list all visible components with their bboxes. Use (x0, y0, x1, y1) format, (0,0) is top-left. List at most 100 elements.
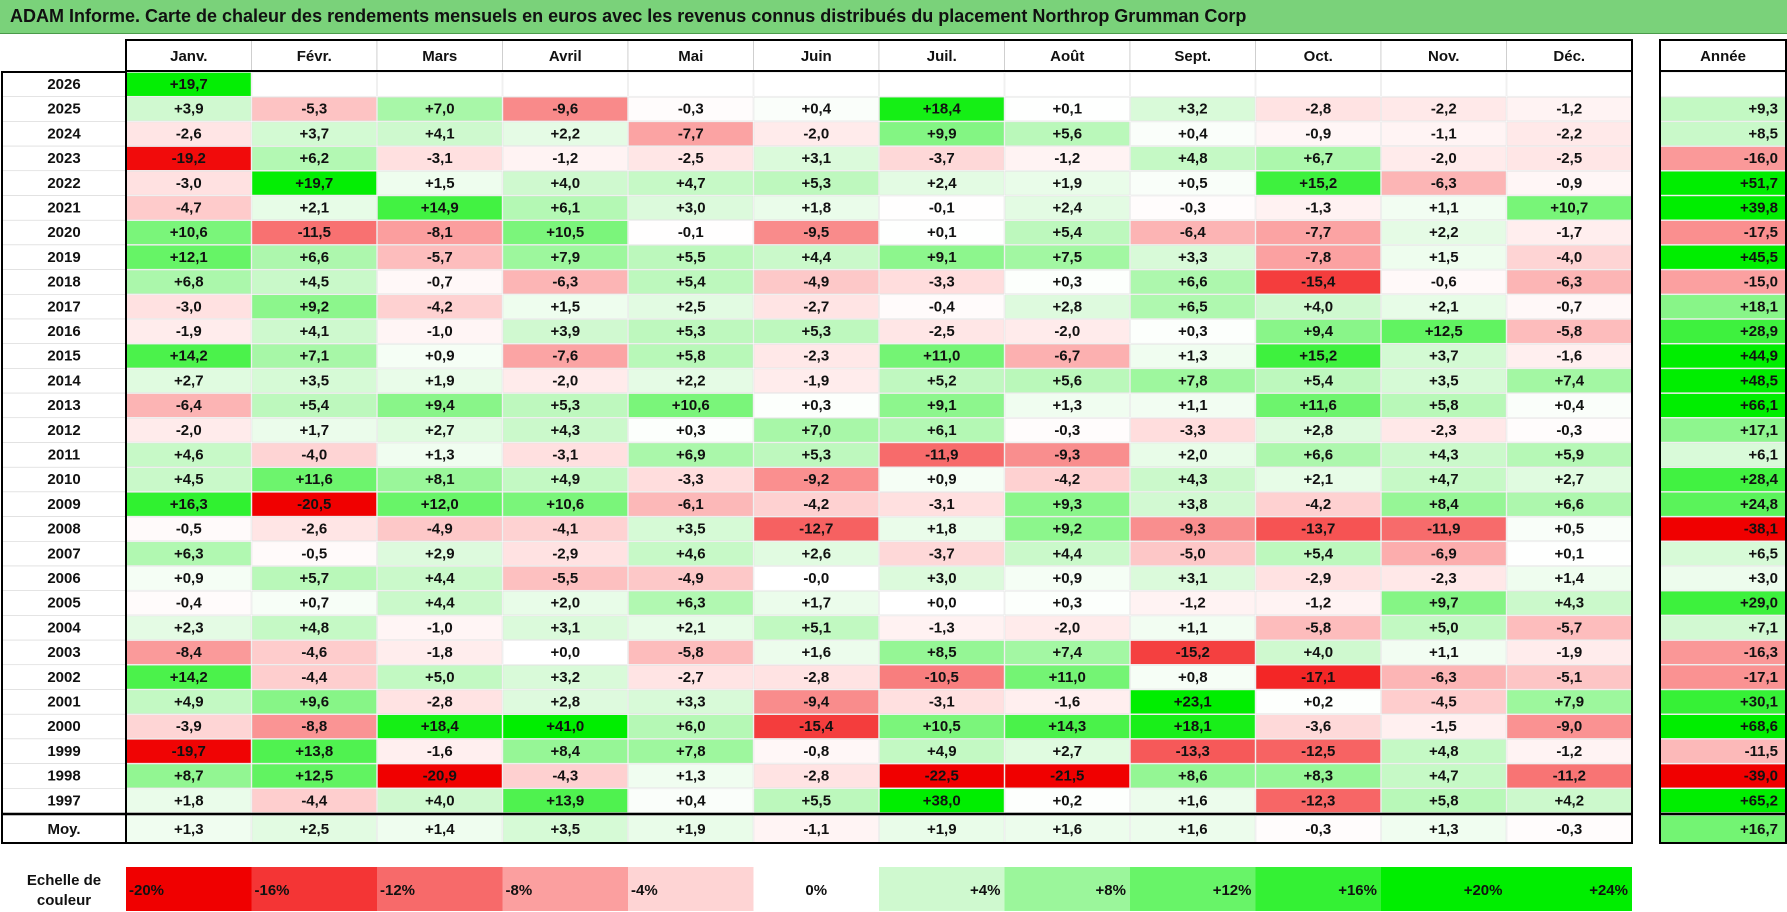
average-cell-value: +1,9 (927, 821, 957, 838)
year-label-cell (1, 71, 127, 97)
heatmap-cell-value: -0,3 (678, 101, 704, 118)
heatmap-cell-value: +12,1 (170, 249, 208, 266)
heatmap-cell-value: -13,7 (1301, 521, 1335, 538)
heatmap-cell-value: +2,7 (1052, 743, 1082, 760)
heatmap-cell (753, 418, 879, 443)
heatmap-cell (753, 72, 879, 97)
average-cell-value: +1,6 (1178, 821, 1208, 838)
heatmap-cell-value: -1,1 (1431, 125, 1457, 142)
heatmap-cell (753, 269, 879, 295)
month-header-cell (1380, 39, 1507, 72)
heatmap-cell-value: -15,2 (1176, 644, 1210, 661)
heatmap-cell-value: +19,7 (295, 175, 333, 192)
heatmap-cell (753, 171, 879, 196)
heatmap-cell (1130, 418, 1256, 443)
heatmap-cell-value: +12,0 (421, 496, 459, 513)
heatmap-cell-value: +6,0 (676, 718, 706, 735)
year-label: 2001 (47, 694, 80, 711)
heatmap-cell-value: +10,6 (170, 224, 208, 241)
heatmap-cell-value: +2,0 (1178, 447, 1208, 464)
heatmap-cell (1381, 739, 1507, 764)
heatmap-cell (628, 245, 754, 270)
heatmap-cell-value: +8,4 (550, 743, 580, 760)
heatmap-cell (879, 689, 1005, 714)
average-cell (1381, 815, 1507, 843)
heatmap-cell (1130, 566, 1256, 591)
heatmap-cell-value: +0,2 (1052, 792, 1082, 809)
heatmap-cell (753, 763, 879, 789)
heatmap-cell-value: +1,9 (425, 372, 455, 389)
heatmap-cell-value: +1,3 (676, 768, 706, 785)
heatmap-cell-value: -22,5 (925, 768, 959, 785)
heatmap-cell (377, 442, 503, 467)
heatmap-cell-value: -1,6 (427, 743, 453, 760)
month-header: Juin (801, 48, 832, 65)
heatmap-cell (251, 714, 377, 739)
heatmap-cell-value: +14,9 (421, 200, 459, 217)
heatmap-cell-value: +7,4 (1554, 372, 1584, 389)
heatmap-cell-value: +5,8 (1429, 792, 1459, 809)
heatmap-cell (251, 294, 377, 319)
heatmap-cell (1004, 269, 1130, 295)
average-cell (628, 815, 754, 843)
heatmap-cell (1004, 195, 1130, 220)
scale-swatch (1004, 867, 1130, 911)
heatmap-cell (628, 195, 754, 220)
annual-cell-value: +6,5 (1748, 545, 1778, 562)
heatmap-cell (628, 393, 754, 418)
scale-swatch-label: +16% (1338, 882, 1377, 899)
heatmap-cell-value: +19,7 (170, 76, 208, 93)
heatmap-cell (753, 245, 879, 270)
month-header-cell (1129, 39, 1256, 72)
heatmap-cell-value: -1,2 (1556, 743, 1582, 760)
year-label: 2023 (47, 150, 80, 167)
heatmap-cell-value: +7,8 (676, 743, 706, 760)
heatmap-cell-value: -4,2 (1305, 496, 1331, 513)
heatmap-cell (1255, 171, 1381, 196)
heatmap-cell (1130, 245, 1256, 270)
heatmap-cell-value: -8,4 (176, 644, 203, 661)
heatmap-cell-value: +0,3 (1052, 595, 1082, 612)
heatmap-cell-value: +5,3 (801, 447, 831, 464)
heatmap-cell (502, 590, 628, 616)
heatmap-cell (1381, 492, 1507, 517)
heatmap-cell (628, 516, 754, 542)
heatmap-cell-value: +5,3 (676, 323, 706, 340)
heatmap-cell-value: -9,2 (803, 471, 829, 488)
heatmap-cell (753, 96, 879, 122)
scale-swatch-label: +8% (1096, 882, 1126, 899)
heatmap-cell-value: -3,0 (176, 298, 202, 315)
heatmap-cell (1255, 714, 1381, 739)
heatmap-cell-value: +1,1 (1429, 200, 1459, 217)
heatmap-cell-value: +3,7 (1429, 348, 1459, 365)
heatmap-cell-value: -3,6 (1305, 718, 1331, 735)
heatmap-cell-value: -0,4 (929, 298, 956, 315)
heatmap-cell (628, 590, 754, 616)
heatmap-cell-value: +2,8 (550, 694, 580, 711)
heatmap-cell-value: -2,5 (1556, 150, 1582, 167)
heatmap-cell-value: -17,1 (1301, 669, 1335, 686)
heatmap-cell-value: -5,5 (552, 570, 578, 587)
heatmap-cell-value: +3,2 (1178, 101, 1208, 118)
heatmap-cell-value: +6,5 (1178, 298, 1208, 315)
heatmap-cell (753, 319, 879, 344)
heatmap-cell-value: +7,9 (1554, 694, 1584, 711)
heatmap-cell (753, 615, 879, 640)
heatmap-cell-value: +6,9 (676, 447, 706, 464)
heatmap-cell-value: +10,5 (923, 718, 961, 735)
heatmap-cell (377, 418, 503, 443)
heatmap-cell (377, 788, 503, 813)
heatmap-cell (1004, 442, 1130, 467)
heatmap-cell (1255, 220, 1381, 245)
heatmap-cell (251, 368, 377, 393)
heatmap-cell-value: -1,3 (1305, 200, 1331, 217)
heatmap-cell (1004, 245, 1130, 270)
average-annual-value: +16,7 (1740, 821, 1778, 838)
average-cell (879, 815, 1005, 843)
heatmap-cell (1130, 343, 1256, 369)
heatmap-cell-value: +12,5 (1425, 323, 1463, 340)
month-header-cell (125, 39, 252, 72)
heatmap-cell (879, 590, 1005, 616)
heatmap-cell-value: +4,2 (1554, 792, 1584, 809)
year-label: 2004 (47, 619, 81, 636)
